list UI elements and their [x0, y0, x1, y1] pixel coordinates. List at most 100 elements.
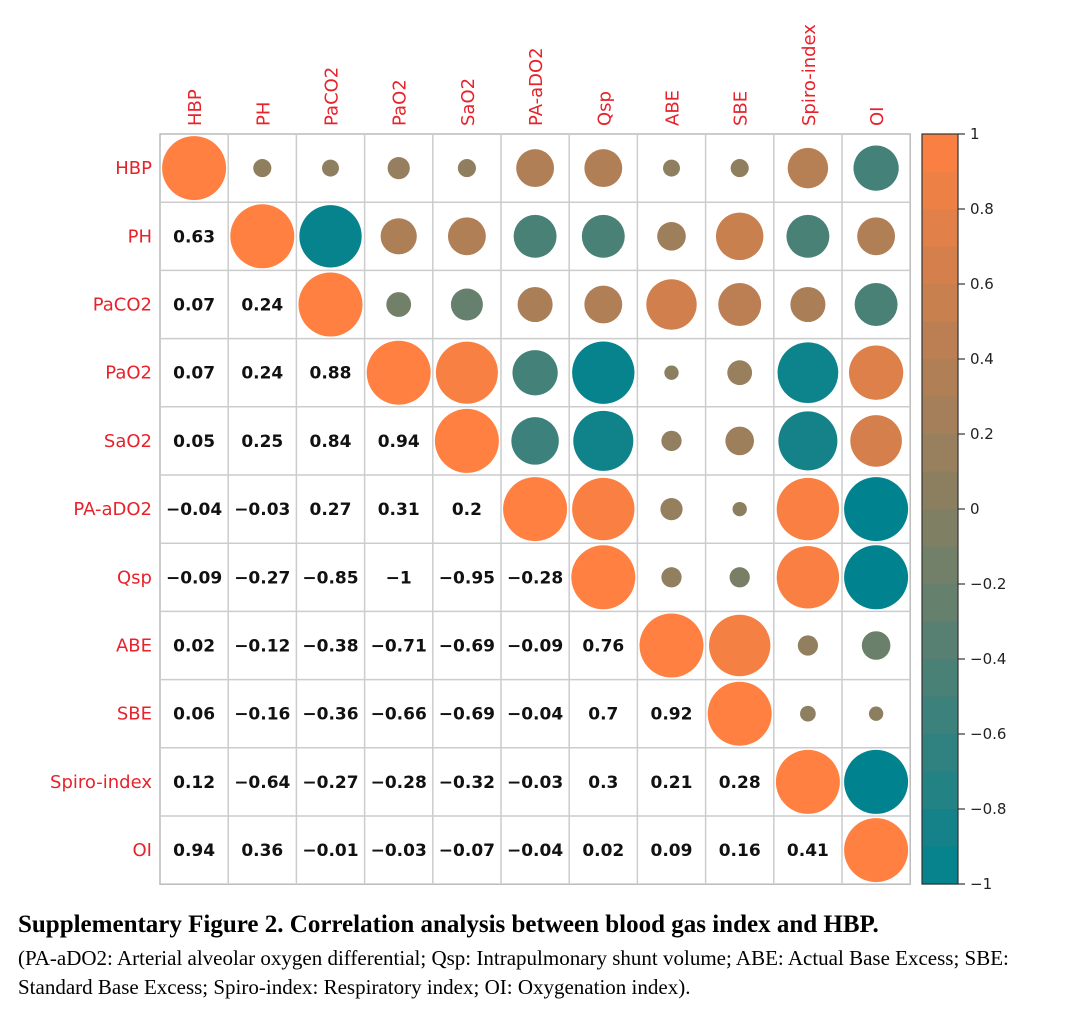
colorbar-tick-label: −0.2 [970, 575, 1006, 593]
correlation-value: 0.12 [173, 773, 215, 793]
colorbar-tick-label: 0.8 [970, 200, 994, 218]
correlation-circle [848, 345, 904, 400]
correlation-value: −0.28 [507, 568, 563, 588]
correlation-circle [322, 159, 339, 177]
correlation-circle [797, 635, 819, 656]
correlation-value: −0.04 [507, 705, 563, 725]
colorbar-tick-label: −0.4 [970, 650, 1006, 668]
correlation-value: 0.92 [651, 705, 693, 725]
colorbar-segment [922, 771, 958, 810]
correlation-circle [786, 214, 830, 258]
correlation-value: −0.38 [302, 637, 358, 657]
correlation-circle [230, 204, 295, 269]
correlation-circle [366, 340, 431, 405]
correlation-circle [584, 149, 623, 188]
colorbar-tick-label: 1 [970, 125, 980, 143]
correlation-value: 0.25 [241, 432, 283, 452]
column-label: SBE [731, 91, 752, 126]
correlation-circle [657, 221, 686, 251]
colorbar-tick-label: 0.4 [970, 350, 994, 368]
colorbar: 1 0.8 0.6 0.4 0.2 0 −0.2 −0.4 −0.6 −0.8 −1 [921, 125, 1006, 893]
correlation-value: 0.06 [173, 705, 215, 725]
row-label: Spiro-index [50, 772, 152, 793]
correlation-value: 0.09 [651, 841, 693, 861]
correlation-circle [572, 477, 635, 541]
correlation-circle [663, 159, 680, 177]
colorbar-segment [922, 546, 958, 585]
correlation-value: −0.69 [439, 637, 495, 657]
colorbar-segment [922, 509, 958, 548]
colorbar-segment [922, 471, 958, 510]
correlation-value: 0.28 [719, 773, 761, 793]
correlation-circle [776, 477, 840, 541]
colorbar-segment [922, 734, 958, 773]
correlation-circle [457, 159, 476, 178]
colorbar-segment [922, 321, 958, 360]
correlation-circle [861, 631, 891, 660]
correlation-value: 0.16 [719, 841, 761, 861]
correlation-value: 0.63 [173, 227, 215, 247]
correlation-value: 0.76 [582, 637, 624, 657]
colorbar-segment [922, 434, 958, 473]
row-label: Qsp [117, 567, 152, 588]
correlation-circle [581, 214, 625, 258]
correlation-circle [299, 205, 362, 268]
correlation-value: 0.02 [582, 841, 624, 861]
correlation-circle [434, 408, 499, 473]
column-label: ABE [663, 90, 684, 126]
row-label: ABE [116, 636, 152, 657]
correlation-circle [844, 818, 909, 883]
correlation-circle [664, 365, 679, 380]
correlation-value: −0.03 [507, 773, 563, 793]
correlation-value: 0.3 [588, 773, 618, 793]
column-label: PH [253, 102, 274, 126]
correlation-value: −0.04 [166, 500, 222, 520]
correlation-circle [844, 749, 909, 814]
correlation-value: −0.36 [302, 705, 358, 725]
correlation-value: 0.36 [241, 841, 283, 861]
correlation-circle [787, 147, 829, 189]
column-label: SaO2 [458, 78, 479, 126]
correlation-value: −0.32 [439, 773, 495, 793]
colorbar-tick-label: −0.6 [970, 725, 1006, 743]
correlation-circle [511, 417, 559, 465]
correlation-circle [730, 159, 749, 178]
correlation-value: −0.01 [302, 841, 358, 861]
column-label: PaO2 [390, 79, 411, 126]
correlation-value: −0.04 [507, 841, 563, 861]
correlation-value: −0.03 [371, 841, 427, 861]
colorbar-segment [922, 134, 958, 173]
row-label: OI [133, 840, 152, 861]
correlation-circle [707, 681, 772, 746]
correlation-circle [777, 342, 839, 404]
correlation-matrix-chart: 0.63 0.07 0.24 0.07 0.24 0.88 0.05 0.25 0.84 0.94… [50, 24, 1006, 893]
caption-text: (PA-aDO2: Arterial alveolar oxygen diffe… [18, 946, 1009, 1000]
colorbar-tick-label: −1 [970, 875, 992, 893]
column-label: Spiro-index [799, 24, 820, 126]
correlation-circle [386, 292, 412, 317]
correlation-value: −1 [386, 568, 412, 588]
colorbar-segment [922, 659, 958, 698]
correlation-value: 0.27 [310, 500, 352, 520]
correlation-value: 0.31 [378, 500, 420, 520]
colorbar-tick-label: 0.6 [970, 275, 994, 293]
correlation-circle [854, 283, 898, 326]
correlation-circle [516, 149, 555, 188]
correlation-circle [298, 272, 363, 337]
row-label: SaO2 [104, 431, 152, 452]
row-label: PA-aDO2 [73, 499, 152, 520]
column-label: PaCO2 [322, 67, 343, 126]
colorbar-segment [922, 171, 958, 210]
column-labels: HBP PH PaCO2 PaO2 SaO2 PA-aDO2 Qsp ABE SBE Spiro-… [185, 24, 888, 126]
row-label: SBE [117, 704, 152, 725]
correlation-value: 0.94 [378, 432, 420, 452]
correlation-value: −0.28 [371, 773, 427, 793]
correlation-value: 0.41 [787, 841, 829, 861]
correlation-circle [571, 545, 636, 610]
correlation-value: 0.07 [173, 296, 215, 316]
column-label: OI [867, 107, 888, 126]
correlation-circle [253, 159, 272, 178]
colorbar-segment [922, 809, 958, 848]
row-label: HBP [115, 158, 152, 179]
correlation-circle [732, 501, 747, 517]
